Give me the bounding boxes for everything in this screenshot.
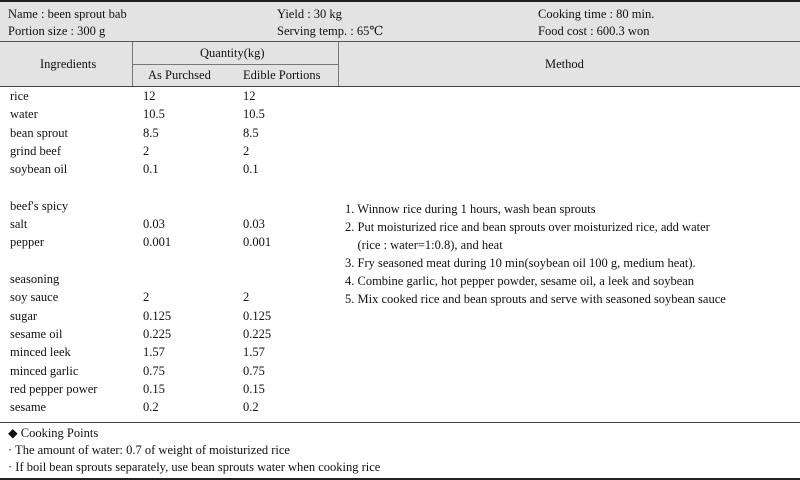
as-purchased-value: 12: [143, 89, 156, 103]
edible-portion-value: 2: [243, 144, 250, 158]
as-purchased-value: 0.1: [143, 162, 159, 176]
as-purchased-value: 10.5: [143, 107, 165, 121]
edible-portion-value: 1.57: [243, 345, 265, 359]
edible-portion-value: 0.001: [243, 235, 272, 249]
edible-portion-value: 0.225: [243, 327, 272, 341]
ingredient-name: sugar: [10, 309, 38, 323]
edible-portion-value: 0.1: [243, 162, 259, 176]
serving-temp: Serving temp. : 65℃: [277, 24, 384, 38]
ingredient-name: minced garlic: [10, 364, 79, 378]
edible-portion-value: 10.5: [243, 107, 265, 121]
edible-portion-value: 0.125: [243, 309, 272, 323]
recipe-name: Name : been sprout bab: [8, 7, 127, 21]
ingredient-name: grind beef: [10, 144, 62, 158]
food-cost: Food cost : 600.3 won: [538, 24, 650, 38]
edible-portion-value: 0.75: [243, 364, 265, 378]
ingredients-header: Ingredients: [40, 57, 97, 71]
column-header-row: Ingredients Quantity(kg) As Purchsed Edi…: [0, 42, 800, 87]
edible-portion-value: 8.5: [243, 126, 259, 140]
cooking-points-title-line: ◆ Cooking Points: [8, 425, 98, 442]
ingredient-name: beef's spicy: [10, 199, 69, 213]
cooking-points: ◆ Cooking Points · The amount of water: …: [0, 422, 800, 480]
method-header: Method: [545, 57, 584, 71]
method-step: 5. Mix cooked rice and bean sprouts and …: [345, 292, 726, 306]
as-purchased-header: As Purchsed: [148, 68, 211, 82]
edible-portion-value: 12: [243, 89, 256, 103]
method-step: 2. Put moisturized rice and bean sprouts…: [345, 220, 710, 234]
ingredient-name: soybean oil: [10, 162, 68, 176]
as-purchased-value: 0.125: [143, 309, 172, 323]
method-step: 1. Winnow rice during 1 hours, wash bean…: [345, 202, 596, 216]
recipe-header: Name : been sprout bab Yield : 30 kg Coo…: [0, 0, 800, 42]
as-purchased-value: 0.225: [143, 327, 172, 341]
ingredient-name: minced leek: [10, 345, 71, 359]
as-purchased-value: 2: [143, 290, 150, 304]
method-list: 1. Winnow rice during 1 hours, wash bean…: [345, 200, 726, 308]
column-divider: [338, 42, 339, 86]
ingredient-name: water: [10, 107, 38, 121]
diamond-icon: ◆: [8, 426, 18, 440]
ingredient-name: bean sprout: [10, 126, 68, 140]
as-purchased-value: 0.001: [143, 235, 172, 249]
edible-portion-value: 2: [243, 290, 250, 304]
as-purchased-value: 0.03: [143, 217, 165, 231]
ingredient-name: sesame: [10, 400, 47, 414]
cooking-time: Cooking time : 80 min.: [538, 7, 655, 21]
cooking-point-item: · The amount of water: 0.7 of weight of …: [8, 443, 290, 457]
as-purchased-value: 2: [143, 144, 150, 158]
cooking-points-title: Cooking Points: [20, 426, 99, 440]
edible-portion-value: 0.03: [243, 217, 265, 231]
ingredient-name: seasoning: [10, 272, 60, 286]
ingredient-name: rice: [10, 89, 29, 103]
quantity-header: Quantity(kg): [200, 46, 265, 60]
edible-portions-header: Edible Portions: [243, 68, 321, 82]
recipe-yield: Yield : 30 kg: [277, 7, 342, 21]
as-purchased-value: 0.15: [143, 382, 165, 396]
ingredient-name: soy sauce: [10, 290, 59, 304]
method-step: (rice : water=1:0.8), and heat: [345, 238, 503, 252]
quantity-divider: [132, 64, 338, 65]
ingredient-name: sesame oil: [10, 327, 63, 341]
as-purchased-value: 0.2: [143, 400, 159, 414]
ingredient-name: red pepper power: [10, 382, 98, 396]
edible-portion-value: 0.2: [243, 400, 259, 414]
as-purchased-value: 1.57: [143, 345, 165, 359]
cooking-point-item: · If boil bean sprouts separately, use b…: [8, 460, 381, 474]
ingredient-name: salt: [10, 217, 28, 231]
method-step: 3. Fry seasoned meat during 10 min(soybe…: [345, 256, 696, 270]
method-step: 4. Combine garlic, hot pepper powder, se…: [345, 274, 695, 288]
as-purchased-value: 8.5: [143, 126, 159, 140]
edible-portion-value: 0.15: [243, 382, 265, 396]
as-purchased-value: 0.75: [143, 364, 165, 378]
ingredient-name: pepper: [10, 235, 45, 249]
portion-size: Portion size : 300 g: [8, 24, 106, 38]
